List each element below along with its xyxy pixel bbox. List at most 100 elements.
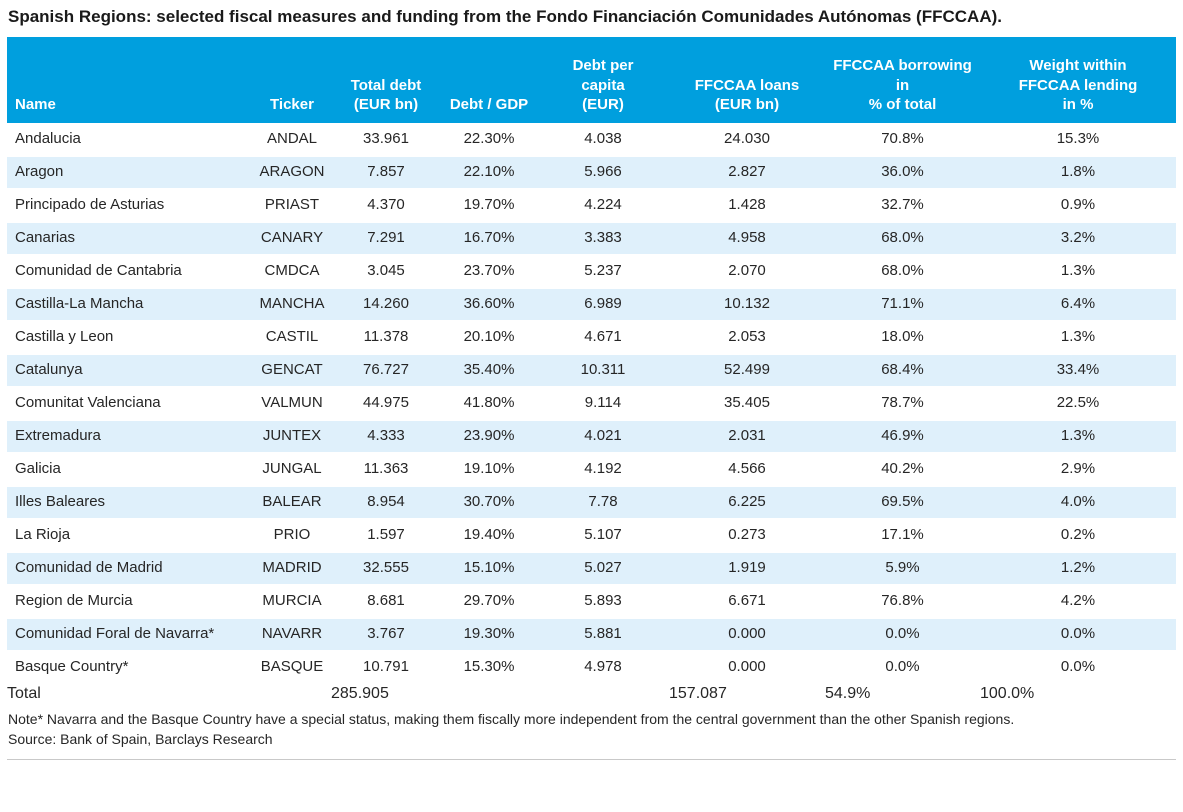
cell-weight-pct: 0.2% (980, 519, 1176, 553)
cell-weight-pct: 1.8% (980, 156, 1176, 190)
cell-ffccaa-loans: 4.566 (669, 453, 825, 487)
cell-ffccaa-loans: 2.070 (669, 255, 825, 289)
cell-total-debt: 44.975 (331, 387, 441, 421)
table-row: Region de Murcia MURCIA 8.681 29.70% 5.893 6.… (7, 585, 1176, 619)
cell-ffccaa-loans: 2.031 (669, 420, 825, 454)
source-text: Source: Bank of Spain, Barclays Research (8, 731, 273, 748)
cell-ticker: MANCHA (253, 288, 331, 322)
cell-ffccaa-borrowing-pct: 71.1% (825, 288, 980, 322)
cell-ticker: CMDCA (253, 255, 331, 289)
cell-ticker: MURCIA (253, 585, 331, 619)
cell-debt-per-capita: 10.311 (537, 354, 669, 388)
table-row: Illes Baleares BALEAR 8.954 30.70% 7.78 6.225… (7, 486, 1176, 520)
table-row: Galicia JUNGAL 11.363 19.10% 4.192 4.566 40.2%… (7, 453, 1176, 487)
cell-name: Region de Murcia (7, 585, 253, 619)
cell-debt-gdp: 35.40% (441, 354, 537, 388)
cell-debt-gdp: 20.10% (441, 321, 537, 355)
cell-name: Principado de Asturias (7, 189, 253, 223)
cell-ffccaa-loans: 2.053 (669, 321, 825, 355)
cell-total-ticker (253, 684, 331, 703)
cell-name: Basque Country* (7, 651, 253, 685)
cell-debt-gdp: 30.70% (441, 486, 537, 520)
column-header-ticker: Ticker (253, 37, 331, 123)
cell-name: Catalunya (7, 354, 253, 388)
cell-debt-per-capita: 4.192 (537, 453, 669, 487)
cell-ffccaa-loans: 35.405 (669, 387, 825, 421)
cell-total-weight: 100.0% (980, 685, 1035, 702)
cell-total-debt: 10.791 (331, 651, 441, 685)
cell-name: Comunidad Foral de Navarra* (7, 618, 253, 652)
cell-weight-pct: 1.3% (980, 420, 1176, 454)
footnote-text: Note* Navarra and the Basque Country hav… (8, 711, 1015, 727)
cell-debt-per-capita: 5.893 (537, 585, 669, 619)
cell-name: Galicia (7, 453, 253, 487)
cell-weight-pct: 0.0% (980, 618, 1176, 652)
cell-debt-gdp: 29.70% (441, 585, 537, 619)
cell-debt-per-capita: 7.78 (537, 486, 669, 520)
cell-ffccaa-borrowing-pct: 32.7% (825, 189, 980, 223)
table-row: Comunidad Foral de Navarra* NAVARR 3.767 19… (7, 618, 1176, 652)
cell-weight-pct: 3.2% (980, 222, 1176, 256)
cell-total-label: Total (7, 685, 41, 702)
cell-total-debt: 11.378 (331, 321, 441, 355)
cell-ticker: GENCAT (253, 354, 331, 388)
cell-total-debt: 3.045 (331, 255, 441, 289)
cell-weight-pct: 0.9% (980, 189, 1176, 223)
cell-ffccaa-loans: 24.030 (669, 123, 825, 157)
cell-total-debt: 285.905 (331, 685, 389, 702)
cell-debt-per-capita: 5.881 (537, 618, 669, 652)
page-title: Spanish Regions: selected fiscal measure… (8, 7, 1002, 26)
cell-total-debt: 33.961 (331, 123, 441, 157)
cell-name: Comunitat Valenciana (7, 387, 253, 421)
cell-weight-pct: 4.0% (980, 486, 1176, 520)
cell-name: Comunidad de Cantabria (7, 255, 253, 289)
cell-total-debt: 8.681 (331, 585, 441, 619)
cell-ffccaa-borrowing-pct: 0.0% (825, 618, 980, 652)
cell-debt-per-capita: 5.966 (537, 156, 669, 190)
cell-weight-pct: 15.3% (980, 123, 1176, 157)
cell-ffccaa-loans: 0.273 (669, 519, 825, 553)
cell-total-debt: 4.333 (331, 420, 441, 454)
cell-ffccaa-borrowing-pct: 68.4% (825, 354, 980, 388)
cell-name: Comunidad de Madrid (7, 552, 253, 586)
cell-total-debt: 8.954 (331, 486, 441, 520)
cell-weight-pct: 1.3% (980, 255, 1176, 289)
cell-ffccaa-loans: 10.132 (669, 288, 825, 322)
cell-weight-pct: 22.5% (980, 387, 1176, 421)
cell-name: Andalucia (7, 123, 253, 157)
cell-ticker: CANARY (253, 222, 331, 256)
cell-ffccaa-loans: 1.428 (669, 189, 825, 223)
table-row: Andalucia ANDAL 33.961 22.30% 4.038 24.030 70.… (7, 123, 1176, 157)
cell-ticker: PRIAST (253, 189, 331, 223)
cell-debt-per-capita: 4.978 (537, 651, 669, 685)
cell-weight-pct: 33.4% (980, 354, 1176, 388)
cell-ticker: VALMUN (253, 387, 331, 421)
cell-ffccaa-borrowing-pct: 18.0% (825, 321, 980, 355)
cell-ffccaa-loans: 4.958 (669, 222, 825, 256)
cell-weight-pct: 1.3% (980, 321, 1176, 355)
cell-debt-gdp: 15.10% (441, 552, 537, 586)
cell-debt-per-capita: 5.237 (537, 255, 669, 289)
table-row: Principado de Asturias PRIAST 4.370 19.70% 4… (7, 189, 1176, 223)
cell-debt-gdp: 23.90% (441, 420, 537, 454)
cell-name: Canarias (7, 222, 253, 256)
table-row: Canarias CANARY 7.291 16.70% 3.383 4.958 68.0%… (7, 222, 1176, 256)
cell-total-debt: 32.555 (331, 552, 441, 586)
cell-ffccaa-borrowing-pct: 69.5% (825, 486, 980, 520)
cell-ffccaa-borrowing-pct: 78.7% (825, 387, 980, 421)
cell-ticker: PRIO (253, 519, 331, 553)
column-header-debt-gdp: Debt / GDP (441, 37, 537, 123)
fiscal-measures-table: Name Ticker Total debt (EUR bn) Debt / G… (7, 37, 1176, 703)
table-row: La Rioja PRIO 1.597 19.40% 5.107 0.273 17.1% 0.… (7, 519, 1176, 553)
cell-total-debt: 11.363 (331, 453, 441, 487)
cell-ffccaa-borrowing-pct: 17.1% (825, 519, 980, 553)
cell-debt-per-capita: 4.671 (537, 321, 669, 355)
table-row: Aragon ARAGON 7.857 22.10% 5.966 2.827 36.0% 1.… (7, 156, 1176, 190)
cell-ffccaa-loans: 0.000 (669, 651, 825, 685)
cell-debt-per-capita: 5.027 (537, 552, 669, 586)
cell-ticker: BASQUE (253, 651, 331, 685)
cell-total-debt-per-capita (537, 684, 669, 703)
cell-debt-per-capita: 4.021 (537, 420, 669, 454)
cell-ffccaa-borrowing-pct: 68.0% (825, 255, 980, 289)
cell-debt-gdp: 22.30% (441, 123, 537, 157)
